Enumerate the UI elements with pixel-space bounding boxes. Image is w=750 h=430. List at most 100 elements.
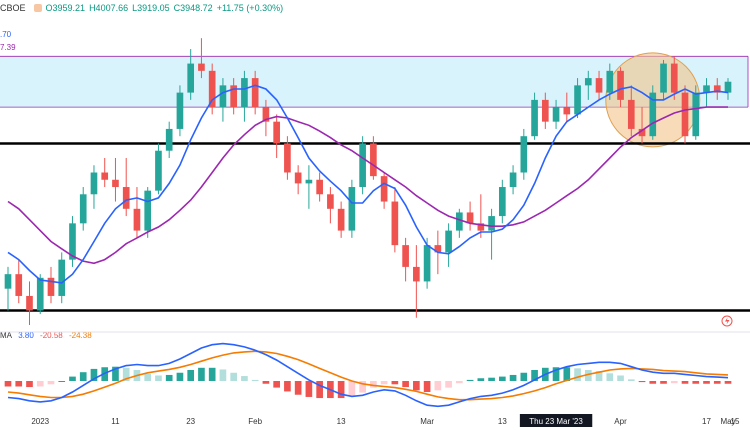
candle-body bbox=[638, 128, 646, 137]
macd-hist-bar bbox=[681, 381, 689, 384]
candle-body bbox=[198, 63, 205, 71]
macd-hist-bar bbox=[456, 381, 463, 384]
macd-hist-bar bbox=[520, 372, 528, 381]
candle-body bbox=[144, 190, 152, 231]
candle-body bbox=[649, 92, 657, 137]
macd-hist-bar bbox=[337, 381, 345, 399]
candle-body bbox=[703, 85, 710, 93]
macd-label: MA bbox=[0, 331, 12, 340]
macd-hist-bar bbox=[713, 381, 721, 384]
candle-body bbox=[58, 259, 66, 296]
x-tick-label: 13 bbox=[337, 417, 346, 426]
candle-body bbox=[241, 78, 248, 108]
candle-body bbox=[230, 85, 238, 108]
macd-hist-bar bbox=[638, 381, 646, 383]
candle-body bbox=[327, 194, 334, 209]
macd-hist-bar bbox=[47, 381, 55, 385]
macd-hist-bar bbox=[208, 367, 216, 381]
macd-hist-bar bbox=[552, 367, 560, 381]
change-value: +11.75 (+0.30%) bbox=[216, 3, 284, 13]
candle-body bbox=[79, 194, 87, 224]
low-value: L3919.05 bbox=[132, 3, 170, 13]
macd-hist-bar bbox=[649, 381, 657, 384]
macd-hist-bar bbox=[4, 381, 12, 387]
candle-body bbox=[606, 70, 614, 93]
candle-body bbox=[488, 216, 495, 231]
macd-hist-bar bbox=[477, 378, 485, 381]
candle-body bbox=[509, 172, 517, 188]
candle-body bbox=[563, 107, 571, 115]
macd-hist-bar bbox=[584, 370, 592, 381]
macd-hist-bar bbox=[305, 381, 313, 397]
macd-hist-bar bbox=[724, 381, 732, 384]
candle-body bbox=[133, 208, 141, 231]
candle-body bbox=[262, 107, 270, 122]
macd-hist-bar bbox=[466, 379, 474, 381]
candle-body bbox=[26, 295, 33, 311]
candle-body bbox=[456, 212, 463, 231]
macd-hist-bar bbox=[273, 381, 280, 388]
macd-hist-bar bbox=[230, 372, 238, 381]
macd-hist-bar bbox=[509, 374, 517, 381]
open-value: O3959.21 bbox=[45, 3, 86, 13]
slow-ma-line bbox=[7, 106, 728, 265]
fast-ma-line bbox=[7, 84, 729, 284]
macd-hist-bar bbox=[36, 381, 44, 387]
candle-body bbox=[208, 70, 216, 108]
macd-hist-bar bbox=[198, 367, 205, 381]
candle-body bbox=[434, 245, 442, 253]
x-tick-label: May bbox=[720, 417, 735, 426]
x-tick-label: 13 bbox=[498, 417, 507, 426]
candle-body bbox=[165, 128, 173, 151]
candle-body bbox=[4, 274, 12, 289]
macd-hist-bar bbox=[122, 367, 130, 381]
candle-body bbox=[305, 179, 313, 184]
candle-body bbox=[219, 85, 227, 108]
macd-hist-bar bbox=[219, 369, 227, 381]
macd-hist-bar bbox=[670, 381, 678, 384]
macd-hist-bar bbox=[563, 367, 571, 381]
candle-body bbox=[359, 143, 366, 188]
macd-hist-bar bbox=[294, 381, 302, 395]
x-tick-label: Apr bbox=[614, 417, 627, 426]
macd-hist-bar bbox=[241, 376, 248, 381]
macd-hist-bar bbox=[58, 381, 66, 382]
candle-body bbox=[445, 230, 452, 253]
candle-body bbox=[251, 78, 259, 108]
macd-hist-bar bbox=[488, 377, 495, 381]
macd-hist-bar bbox=[370, 381, 377, 388]
macd-hist-bar bbox=[90, 368, 98, 381]
candle-body bbox=[617, 70, 624, 100]
candle-body bbox=[112, 179, 119, 188]
macd-hist-bar bbox=[498, 376, 506, 381]
macd-hist-bar bbox=[391, 381, 399, 385]
macd-hist-bar bbox=[165, 374, 173, 381]
close-value: C3948.72 bbox=[173, 3, 213, 13]
macd-hist-bar bbox=[187, 370, 195, 381]
macd-signal-value: -24.38 bbox=[68, 331, 92, 340]
macd-hist-bar bbox=[348, 381, 356, 397]
macd-hist-bar bbox=[359, 381, 366, 393]
macd-legend: MA 3.80 -20.58 -24.38 bbox=[0, 331, 92, 340]
macd-hist-bar bbox=[176, 372, 184, 381]
candle-body bbox=[316, 179, 323, 195]
candle-body bbox=[15, 274, 23, 296]
x-tick-label: 15 bbox=[731, 417, 740, 426]
candle-body bbox=[584, 78, 592, 86]
symbol-color-dot bbox=[33, 4, 42, 12]
macd-hist-bar bbox=[434, 381, 442, 391]
candle-body bbox=[370, 143, 377, 177]
candle-body bbox=[284, 143, 291, 173]
macd-hist-bar bbox=[413, 381, 420, 391]
candle-body bbox=[670, 63, 678, 93]
macd-hist-bar bbox=[660, 381, 667, 384]
candle-body bbox=[660, 63, 667, 93]
candle-body bbox=[692, 92, 700, 137]
x-tick-label: 23 bbox=[186, 417, 195, 426]
macd-hist-bar bbox=[617, 375, 624, 381]
macd-hist-value: -20.58 bbox=[40, 331, 63, 340]
candle-body bbox=[294, 172, 302, 184]
candle-body bbox=[101, 172, 109, 180]
macd-hist-bar bbox=[531, 370, 538, 381]
